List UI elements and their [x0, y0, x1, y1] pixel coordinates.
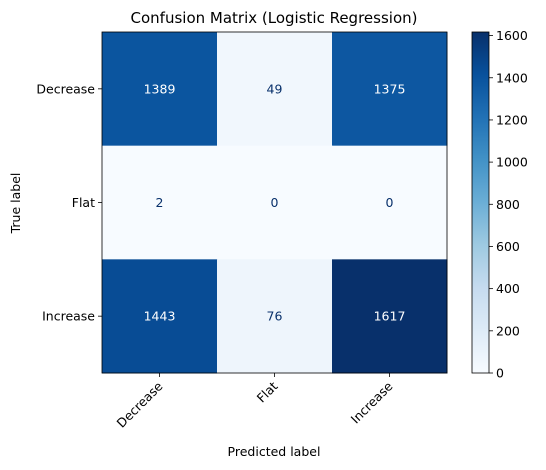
- x-tick-label: Decrease: [114, 378, 166, 430]
- y-tick-label: Increase: [42, 309, 95, 324]
- colorbar-tick-label: 1600: [496, 28, 528, 43]
- colorbar-tick-label: 600: [496, 239, 520, 254]
- heatmap-cell: [102, 32, 218, 147]
- colorbar-tick-label: 200: [496, 323, 520, 338]
- x-tick-label: Increase: [348, 378, 396, 426]
- colorbar-frame: [471, 31, 490, 374]
- cell-value-label: 1443: [144, 309, 176, 324]
- colorbar-tick-label: 400: [496, 281, 520, 296]
- cell-value-label: 1617: [374, 309, 406, 324]
- heatmap-cell-labels: 1389 49 1375 2 0 0 1443 76 1617: [144, 81, 406, 323]
- heatmap-cell: [332, 32, 448, 147]
- cell-value-label: 1389: [144, 81, 176, 96]
- y-tick-label: Decrease: [36, 81, 95, 96]
- colorbar-tick-label: 1400: [496, 70, 528, 85]
- colorbar-tick-label: 1000: [496, 155, 528, 170]
- y-tick-label: Flat: [72, 195, 95, 210]
- cell-value-label: 49: [267, 81, 283, 96]
- heatmap-cell: [102, 259, 218, 374]
- heatmap-cells: [102, 32, 448, 374]
- cell-value-label: 2: [156, 195, 164, 210]
- x-axis-ticks: Decrease Flat Increase: [114, 373, 396, 431]
- cell-value-label: 0: [271, 195, 279, 210]
- heatmap-cell: [332, 145, 448, 260]
- heatmap-cell: [217, 32, 333, 147]
- cell-value-label: 1375: [374, 81, 406, 96]
- chart-title: Confusion Matrix (Logistic Regression): [131, 9, 418, 27]
- colorbar-tick-label: 1200: [496, 112, 528, 127]
- y-axis-ticks: Decrease Flat Increase: [36, 81, 102, 324]
- colorbar-ticks: 0 200 400 600 800 1000 1200 1400 1600: [489, 28, 528, 381]
- colorbar-tick-label: 800: [496, 197, 520, 212]
- heatmap-cell: [332, 259, 448, 374]
- heatmap-cell: [102, 145, 218, 260]
- x-axis-label: Predicted label: [228, 444, 321, 459]
- cell-value-label: 76: [267, 309, 283, 324]
- colorbar-tick-label: 0: [496, 366, 504, 381]
- x-tick-label: Flat: [254, 378, 281, 405]
- cell-value-label: 0: [386, 195, 394, 210]
- y-axis-label: True label: [8, 173, 23, 235]
- colorbar: [472, 32, 489, 373]
- heatmap-cell: [217, 145, 333, 260]
- heatmap-cell: [217, 259, 333, 374]
